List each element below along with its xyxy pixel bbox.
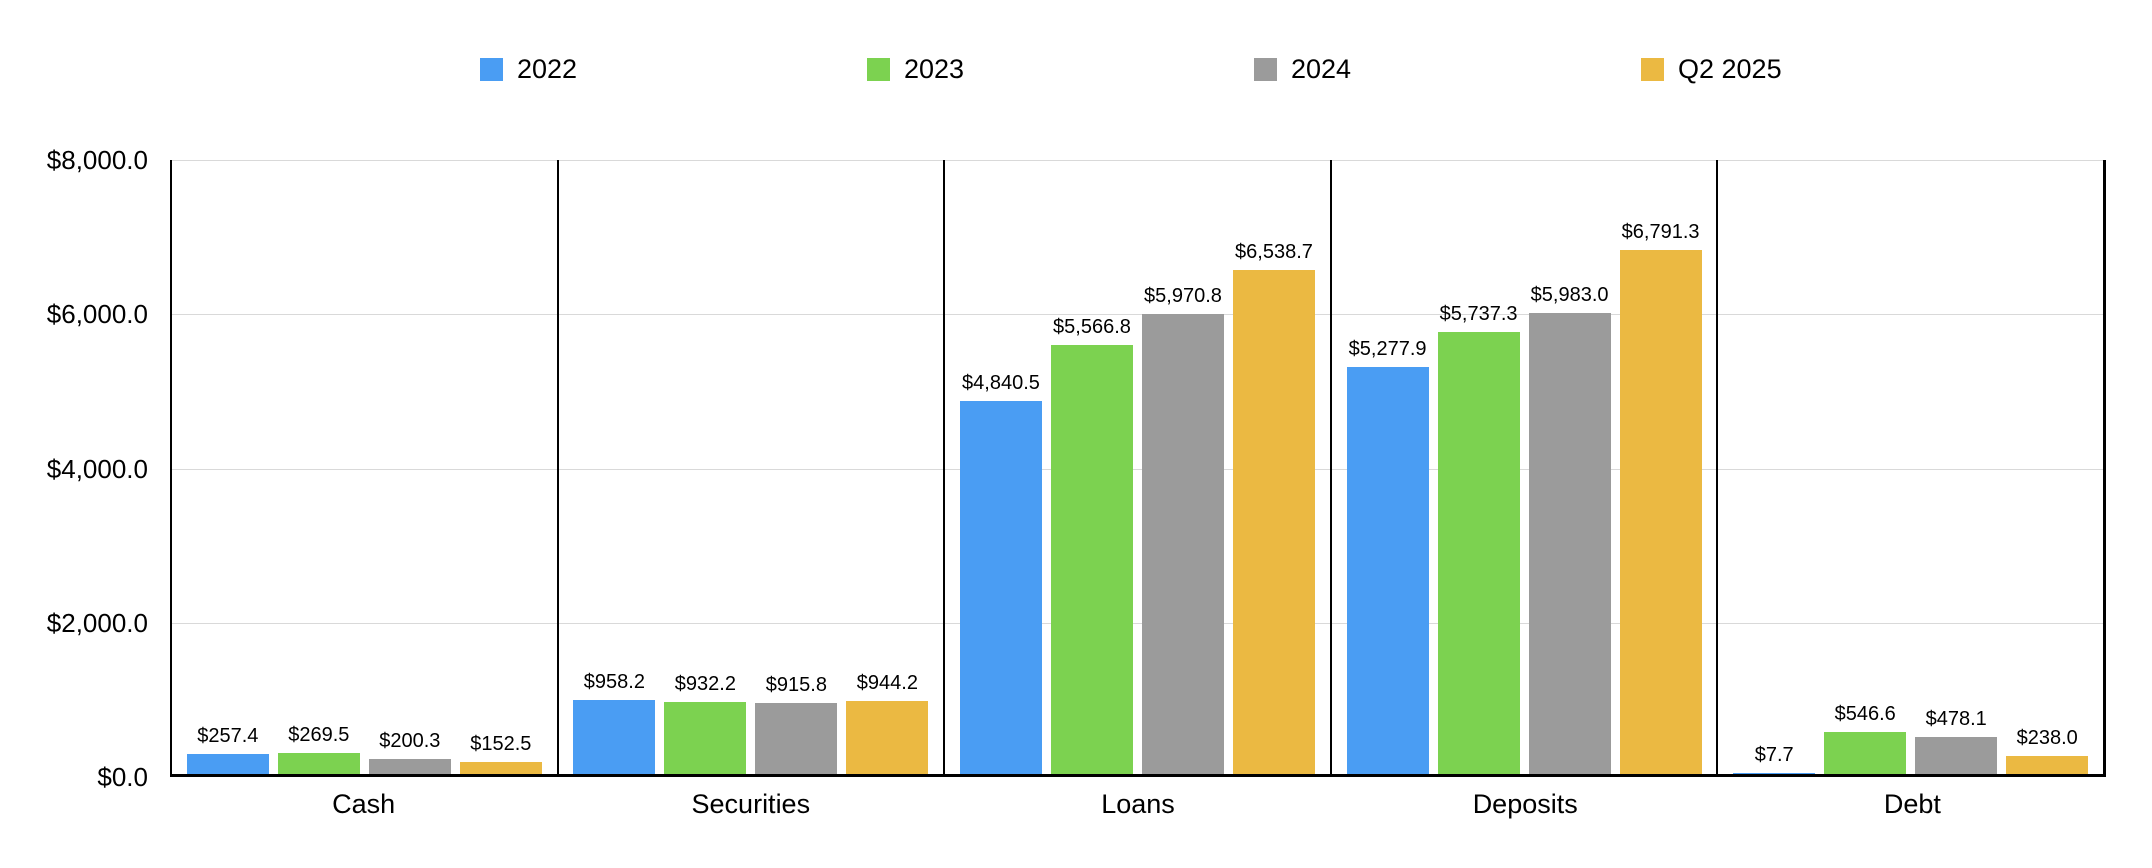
legend-swatch-icon: [1254, 57, 1277, 81]
bar-value-label: $5,566.8: [1053, 315, 1131, 338]
bar-cell: $7.7: [1733, 160, 1816, 774]
y-axis-tick-label: $8,000.0: [46, 145, 148, 175]
bar-value-label: $6,791.3: [1621, 221, 1700, 244]
x-axis-category-label: Securities: [691, 789, 811, 819]
bar-value-label: $6,538.7: [1235, 240, 1313, 263]
legend-label: 2022: [517, 53, 578, 84]
bar-value-label: $238.0: [2016, 726, 2078, 749]
bar-debt-2022: [1733, 773, 1816, 774]
bar-cell: $5,277.9: [1346, 160, 1429, 774]
legend-item-2023: 2023: [867, 52, 1254, 86]
bar-cell: $958.2: [573, 160, 656, 774]
bar-cell: $5,983.0: [1528, 160, 1611, 774]
bar-value-label: $152.5: [470, 733, 532, 756]
gridline: [172, 468, 2103, 470]
bar-value-label: $958.2: [583, 671, 645, 694]
bar-value-label: $478.1: [1925, 708, 1987, 731]
y-axis-tick-label: $4,000.0: [46, 453, 148, 484]
bar-cell: $200.3: [368, 160, 451, 774]
bar-debt-2023: [1824, 731, 1907, 774]
bar-securities-2023: [664, 702, 747, 774]
bar-cell: $152.5: [459, 160, 542, 774]
panel-cash: $257.4 $269.5 $200.3 $152.5: [172, 160, 559, 774]
bar-value-label: $257.4: [197, 725, 259, 748]
bar-loans-2022: [959, 400, 1042, 774]
bar-cell: $238.0: [2006, 160, 2089, 774]
legend-swatch-icon: [1641, 57, 1664, 81]
bar-value-label: $5,277.9: [1348, 337, 1427, 360]
y-axis-tick-label: $2,000.0: [46, 607, 148, 638]
legend-item-2024: 2024: [1254, 52, 1641, 86]
x-axis: Cash Securities Loans Deposits Debt: [170, 789, 2106, 820]
chart-legend: 2022 2023 2024 Q2 2025: [480, 52, 2028, 86]
bar-loans-2023: [1050, 344, 1133, 774]
bar-cell: $6,791.3: [1619, 160, 1702, 774]
y-axis-tick-label: $0.0: [97, 762, 148, 792]
bar-securities-q2-2025: [846, 701, 929, 774]
bar-value-label: $915.8: [765, 674, 827, 697]
panel-securities: $958.2 $932.2 $915.8 $944.2: [559, 160, 946, 774]
bar-loans-q2-2025: [1232, 269, 1315, 774]
legend-label: 2024: [1291, 53, 1352, 84]
bar-value-label: $932.2: [674, 673, 736, 696]
bar-deposits-2024: [1528, 312, 1611, 774]
plot-area: $257.4 $269.5 $200.3 $152.5 $958.2 $932.2 $915…: [170, 160, 2106, 777]
legend-swatch-icon: [480, 57, 503, 81]
legend-swatch-icon: [867, 57, 890, 81]
gridline: [172, 160, 2103, 161]
panel-loans: $4,840.5 $5,566.8 $5,970.8 $6,538.7: [945, 160, 1332, 774]
bar-cell: $269.5: [277, 160, 360, 774]
bar-debt-2024: [1915, 737, 1998, 774]
bar-loans-2024: [1141, 313, 1224, 774]
bar-securities-2024: [755, 703, 838, 774]
legend-item-2022: 2022: [480, 52, 867, 86]
x-axis-category-label: Loans: [1101, 789, 1175, 819]
bar-value-label: $944.2: [856, 672, 918, 695]
bar-value-label: $200.3: [379, 729, 441, 752]
bar-deposits-2023: [1437, 331, 1520, 774]
bar-value-label: $4,840.5: [962, 371, 1040, 394]
bar-cell: $5,566.8: [1050, 160, 1133, 774]
x-axis-category-label: Deposits: [1472, 789, 1578, 819]
gridline: [172, 314, 2103, 316]
bar-cell: $478.1: [1915, 160, 1998, 774]
bar-value-label: $5,737.3: [1439, 302, 1518, 325]
bar-cell: $932.2: [664, 160, 747, 774]
y-axis-tick-label: $6,000.0: [46, 299, 148, 330]
bar-deposits-q2-2025: [1619, 250, 1702, 774]
legend-item-q2-2025: Q2 2025: [1641, 52, 2028, 86]
legend-label: 2023: [904, 53, 965, 84]
bar-value-label: $546.6: [1834, 702, 1896, 725]
bar-cell: $546.6: [1824, 160, 1907, 774]
bar-cell: $4,840.5: [959, 160, 1042, 774]
legend-label: Q2 2025: [1678, 53, 1782, 84]
category-panels: $257.4 $269.5 $200.3 $152.5 $958.2 $932.2 $915…: [172, 160, 2103, 774]
bar-debt-q2-2025: [2006, 755, 2089, 774]
x-axis-category-label: Cash: [332, 789, 396, 819]
bar-value-label: $5,983.0: [1530, 283, 1609, 306]
bar-securities-2022: [573, 700, 656, 774]
bar-cash-q2-2025: [459, 762, 542, 774]
bar-cell: $5,737.3: [1437, 160, 1520, 774]
bar-deposits-2022: [1346, 366, 1429, 774]
x-axis-category-label: Debt: [1883, 789, 1941, 819]
bar-cell: $6,538.7: [1232, 160, 1315, 774]
bar-cell: $5,970.8: [1141, 160, 1224, 774]
bar-cash-2023: [277, 753, 360, 774]
bar-cell: $944.2: [846, 160, 929, 774]
bar-value-label: $7.7: [1754, 744, 1794, 767]
panel-debt: $7.7 $546.6 $478.1 $238.0: [1718, 160, 2103, 774]
gridline: [172, 622, 2103, 624]
bar-cell: $915.8: [755, 160, 838, 774]
bar-value-label: $5,970.8: [1144, 284, 1222, 307]
bar-cash-2024: [368, 758, 451, 774]
bar-value-label: $269.5: [288, 724, 350, 747]
bar-cell: $257.4: [186, 160, 269, 774]
panel-deposits: $5,277.9 $5,737.3 $5,983.0 $6,791.3: [1332, 160, 1719, 774]
bar-cash-2022: [186, 754, 269, 774]
